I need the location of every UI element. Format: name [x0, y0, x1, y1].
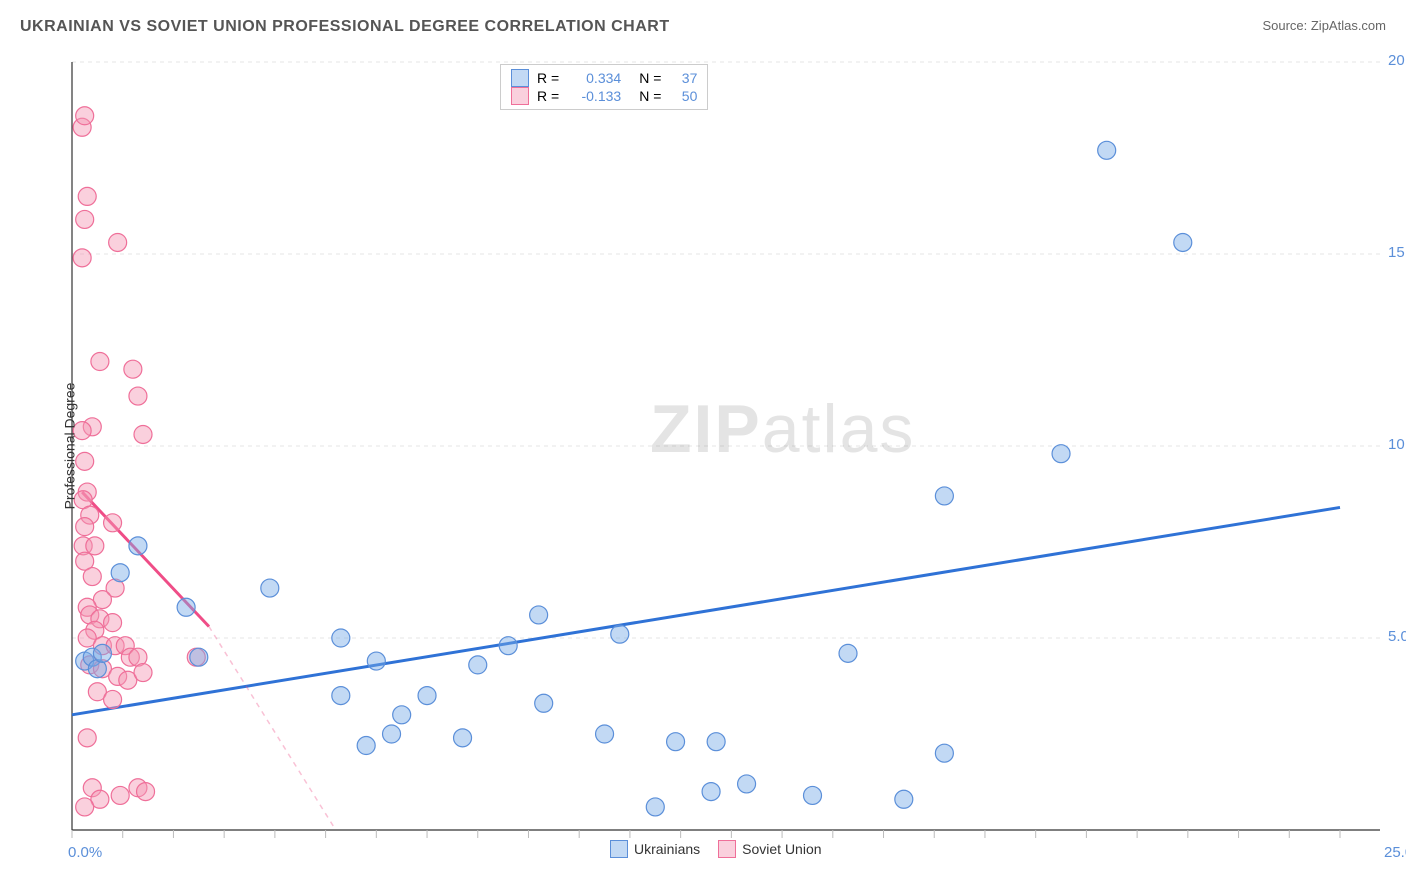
legend-swatch: [610, 840, 628, 858]
legend-swatch: [511, 69, 529, 87]
series-legend-label: Ukrainians: [634, 841, 700, 857]
series-legend-item: Ukrainians: [610, 840, 700, 858]
stats-legend-row: R = -0.133 N = 50: [511, 87, 697, 105]
r-label: R =: [537, 88, 559, 104]
y-axis-tick-label: 15.0%: [1388, 244, 1406, 261]
legend-swatch: [511, 87, 529, 105]
stats-legend: R = 0.334 N = 37 R = -0.133 N = 50: [500, 64, 708, 110]
r-label: R =: [537, 70, 559, 86]
scatter-plot: [50, 50, 1390, 870]
plot-container: ZIPatlas R =0.334N =37R =-0.133N =50 5.0…: [50, 50, 1390, 870]
legend-swatch: [718, 840, 736, 858]
stats-legend-row: R = 0.334 N = 37: [511, 69, 697, 87]
n-value: 37: [669, 70, 697, 86]
x-axis-end-label: 25.0%: [1384, 844, 1406, 861]
y-axis-title: Professional Degree: [61, 383, 77, 510]
series-legend-label: Soviet Union: [742, 841, 821, 857]
series-legend-item: Soviet Union: [718, 840, 821, 858]
r-value: -0.133: [567, 88, 621, 104]
x-axis-origin-label: 0.0%: [68, 844, 102, 861]
chart-title: UKRAINIAN VS SOVIET UNION PROFESSIONAL D…: [20, 18, 670, 36]
y-axis-tick-label: 5.0%: [1388, 628, 1406, 645]
r-value: 0.334: [567, 70, 621, 86]
y-axis-tick-label: 10.0%: [1388, 436, 1406, 453]
n-label: N =: [639, 70, 661, 86]
n-value: 50: [669, 88, 697, 104]
source-label: Source:: [1262, 18, 1310, 33]
source-link[interactable]: ZipAtlas.com: [1311, 18, 1386, 33]
n-label: N =: [639, 88, 661, 104]
y-axis-tick-label: 20.0%: [1388, 52, 1406, 69]
source-attribution: Source: ZipAtlas.com: [1262, 18, 1386, 33]
series-legend: Ukrainians Soviet Union: [610, 840, 822, 858]
